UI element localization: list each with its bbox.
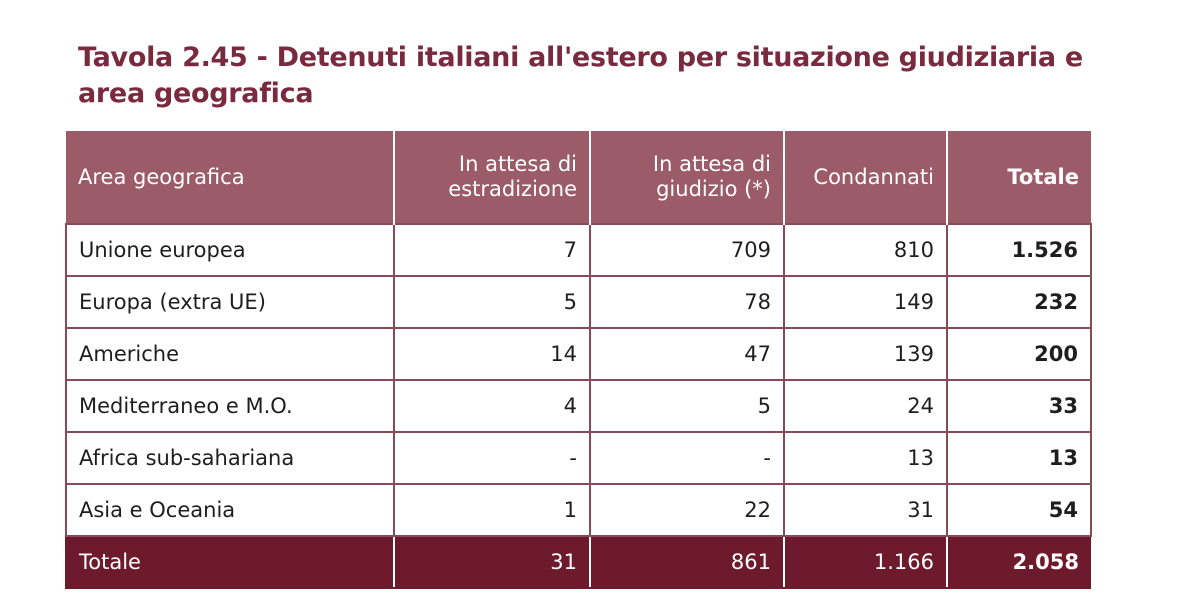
cell-giudizio: 78 — [589, 275, 785, 329]
header-area: Area geografica — [78, 164, 245, 189]
cell-estradizione: 4 — [393, 379, 591, 433]
cell-estradizione: - — [393, 431, 591, 485]
footer-estradizione: 31 — [393, 536, 590, 589]
header-estradizione: In attesa di estradizione — [393, 131, 590, 224]
cell-totale: 54 — [946, 483, 1092, 537]
table-title: Tavola 2.45 - Detenuti italiani all'este… — [78, 42, 1083, 109]
cell-totale: 33 — [946, 379, 1092, 433]
table-row: Asia e Oceania 1 22 31 54 — [65, 483, 1092, 537]
cell-estradizione: 14 — [393, 327, 591, 381]
cell-totale: 1.526 — [946, 223, 1092, 277]
cell-giudizio: 47 — [589, 327, 785, 381]
cell-area: Americhe — [65, 327, 395, 381]
table-footer-row: Totale 31 861 1.166 2.058 — [65, 536, 1091, 589]
cell-estradizione: 5 — [393, 275, 591, 329]
table-row: Mediterraneo e M.O. 4 5 24 33 — [65, 379, 1092, 433]
table-row: Africa sub-sahariana - - 13 13 — [65, 431, 1092, 485]
data-table: Area geografica In attesa di estradizion… — [65, 131, 1092, 589]
cell-condannati: 13 — [783, 431, 948, 485]
table-header-row: Area geografica In attesa di estradizion… — [66, 131, 1091, 224]
cell-giudizio: - — [589, 431, 785, 485]
cell-area: Mediterraneo e M.O. — [65, 379, 395, 433]
footer-area: Totale — [65, 536, 394, 589]
table-row: Europa (extra UE) 5 78 149 232 — [65, 275, 1092, 329]
cell-area: Unione europea — [65, 223, 395, 277]
cell-totale: 232 — [946, 275, 1092, 329]
cell-condannati: 31 — [783, 483, 948, 537]
header-giudizio-line2: giudizio (*) — [656, 177, 771, 201]
cell-condannati: 139 — [783, 327, 948, 381]
header-giudizio-line1: In attesa di — [652, 152, 771, 176]
header-condannati: Condannati — [783, 131, 947, 224]
data-table-container: Area geografica In attesa di estradizion… — [65, 131, 1092, 589]
header-estradizione-line1: In attesa di — [458, 152, 577, 176]
cell-totale: 13 — [946, 431, 1092, 485]
header-totale: Totale — [946, 131, 1091, 224]
header-estradizione-line2: estradizione — [448, 177, 577, 201]
cell-giudizio: 5 — [589, 379, 785, 433]
footer-condannati: 1.166 — [783, 536, 947, 589]
header-giudizio: In attesa di giudizio (*) — [589, 131, 784, 224]
cell-area: Asia e Oceania — [65, 483, 395, 537]
cell-estradizione: 7 — [393, 223, 591, 277]
cell-area: Europa (extra UE) — [65, 275, 395, 329]
cell-giudizio: 709 — [589, 223, 785, 277]
footer-giudizio: 861 — [589, 536, 784, 589]
cell-giudizio: 22 — [589, 483, 785, 537]
cell-condannati: 149 — [783, 275, 948, 329]
footer-totale: 2.058 — [946, 536, 1091, 589]
cell-area: Africa sub-sahariana — [65, 431, 395, 485]
cell-totale: 200 — [946, 327, 1092, 381]
table-row: Unione europea 7 709 810 1.526 — [65, 223, 1092, 277]
cell-condannati: 24 — [783, 379, 948, 433]
cell-estradizione: 1 — [393, 483, 591, 537]
table-row: Americhe 14 47 139 200 — [65, 327, 1092, 381]
cell-condannati: 810 — [783, 223, 948, 277]
